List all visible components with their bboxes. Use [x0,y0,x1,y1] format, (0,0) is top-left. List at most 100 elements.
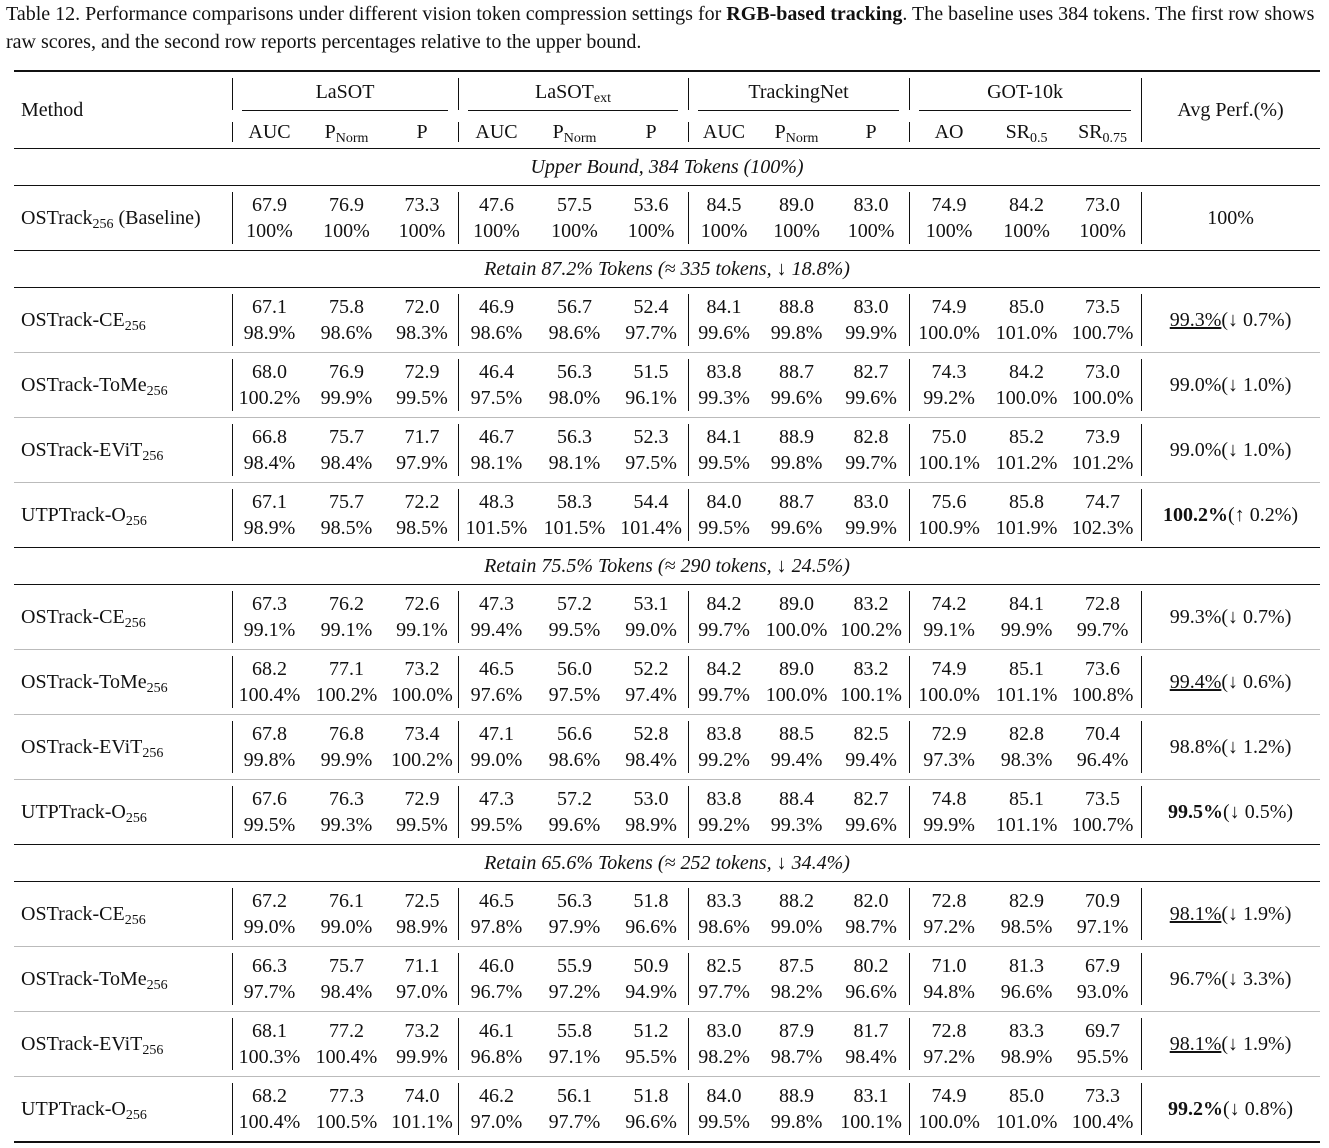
raw-score: 52.8 [633,723,669,745]
raw-score: 84.2 [706,593,742,615]
avg-perf-delta: (↓ 0.7%) [1221,606,1292,628]
raw-score: 73.2 [404,1020,440,1042]
score-cell: 88.8 99.8% [760,288,833,353]
avg-perf-delta: (↑ 0.2%) [1228,504,1299,526]
score-cell: 82.5 97.7% [688,946,761,1012]
relative-percent: 97.1% [1076,916,1129,938]
raw-score: 84.0 [706,491,742,513]
method-name-cell: OSTrack256 (Baseline) [14,186,232,251]
relative-percent: 99.3% [770,814,823,836]
raw-score: 46.7 [479,426,515,448]
metric-name: AUC [248,120,291,143]
raw-score: 50.9 [633,955,669,977]
raw-score: 88.2 [779,890,815,912]
metric-sub: 0.5 [1030,130,1048,146]
avg-perf-delta: (↓ 0.7%) [1221,309,1292,331]
relative-percent: 100.0% [1071,387,1134,409]
metric-header: P [833,116,909,149]
group-name: LaSOT [535,81,594,103]
relative-percent: 99.7% [698,619,750,641]
relative-percent: 98.4% [845,1046,897,1068]
score-cell: 56.3 97.9% [535,882,614,947]
raw-score: 83.0 [853,491,889,513]
relative-percent: 97.2% [923,916,975,938]
relative-percent: 100.9% [918,517,980,539]
score-cell: 87.5 98.2% [760,946,834,1012]
raw-score: 72.8 [931,890,967,912]
avg-perf-delta: (↓ 1.9%) [1221,903,1292,925]
raw-score: 56.3 [557,361,593,383]
score-cell: 72.9 99.5% [386,352,459,418]
score-cell: 47.6 100% [458,186,535,251]
score-cell: 52.2 97.4% [614,649,689,715]
relative-percent: 99.0% [625,619,677,641]
raw-score: 56.1 [557,1085,593,1107]
raw-score: 58.3 [557,491,593,513]
raw-score: 76.9 [329,194,364,216]
method-sub: 256 [125,1108,147,1123]
relative-percent: 97.4% [625,684,677,706]
method-name: OSTrack [21,207,93,229]
relative-percent: 99.5% [698,452,750,474]
raw-score: 70.4 [1085,723,1121,745]
avg-header: Avg Perf.(%) [1141,70,1321,149]
raw-score: 53.0 [633,788,669,810]
score-cell: 72.6 99.1% [386,585,458,650]
raw-score: 88.9 [779,426,815,448]
relative-percent: 100.0% [765,684,828,706]
raw-score: 67.3 [252,593,287,615]
raw-score: 73.5 [1085,788,1121,810]
relative-percent: 99.9% [396,1046,448,1068]
avg-perf-value: 99.3% [1169,606,1222,628]
raw-score: 75.7 [329,426,364,448]
relative-percent: 99.1% [396,619,448,641]
relative-percent: 100.7% [1071,322,1134,344]
avg-perf-value: 100% [1207,207,1254,229]
score-cell: 46.5 97.6% [458,649,536,715]
relative-percent: 99.5% [243,814,296,836]
score-cell: 73.0 100.0% [1064,352,1142,418]
relative-percent: 97.7% [698,981,750,1003]
score-cell: 46.7 98.1% [458,417,536,483]
score-cell: 83.0 99.9% [833,288,909,353]
relative-percent: 100.4% [1071,1111,1134,1133]
raw-score: 74.2 [931,593,967,615]
raw-score: 80.2 [853,955,889,977]
score-cell: 71.1 97.0% [386,946,459,1012]
relative-percent: 99.6% [548,814,601,836]
score-cell: 74.9 100% [909,186,989,251]
score-cell: 70.9 97.1% [1064,882,1141,947]
method-sub: 256 [146,681,168,696]
raw-score: 72.8 [931,1020,967,1042]
raw-score: 76.8 [329,723,364,745]
score-cell: 51.8 96.6% [614,882,688,947]
score-cell: 58.3 101.5% [535,482,615,548]
table-row: OSTrack-ToMe256 66.3 97.7% 75.7 98.4% 71.1 97.… [14,946,1321,1012]
raw-score: 57.5 [557,194,593,216]
score-cell: 80.2 96.6% [833,946,910,1012]
raw-score: 46.4 [479,361,515,383]
relative-percent: 101.0% [995,322,1058,344]
method-name: OSTrack-CE [21,309,125,331]
relative-percent: 99.5% [698,517,750,539]
avg-perf-cell: 99.0%(↓ 1.0%) [1141,417,1321,483]
raw-score: 74.8 [931,788,967,810]
score-cell: 82.8 98.3% [989,714,1065,780]
score-cell: 89.0 100.0% [760,585,833,650]
section-title: Retain 65.6% Tokens (≈ 252 tokens, ↓ 34.… [14,844,1321,882]
score-cell: 84.1 99.9% [989,585,1064,650]
method-header: Method [14,70,232,149]
avg-perf-cell: 99.3%(↓ 0.7%) [1141,288,1320,353]
relative-percent: 99.7% [845,452,897,474]
score-cell: 67.1 98.9% [232,288,307,353]
raw-score: 46.0 [479,955,515,977]
score-cell: 74.3 99.2% [909,352,990,418]
method-name-cell: OSTrack-EViT256 [14,714,232,780]
score-cell: 47.3 99.5% [458,779,536,845]
avg-perf-delta: (↓ 1.9%) [1221,1033,1292,1055]
section-title: Upper Bound, 384 Tokens (100%) [14,148,1321,186]
score-cell: 52.3 97.5% [614,417,689,483]
score-cell: 46.2 97.0% [458,1076,536,1143]
score-cell: 53.6 100% [614,186,688,251]
raw-score: 89.0 [779,194,815,216]
